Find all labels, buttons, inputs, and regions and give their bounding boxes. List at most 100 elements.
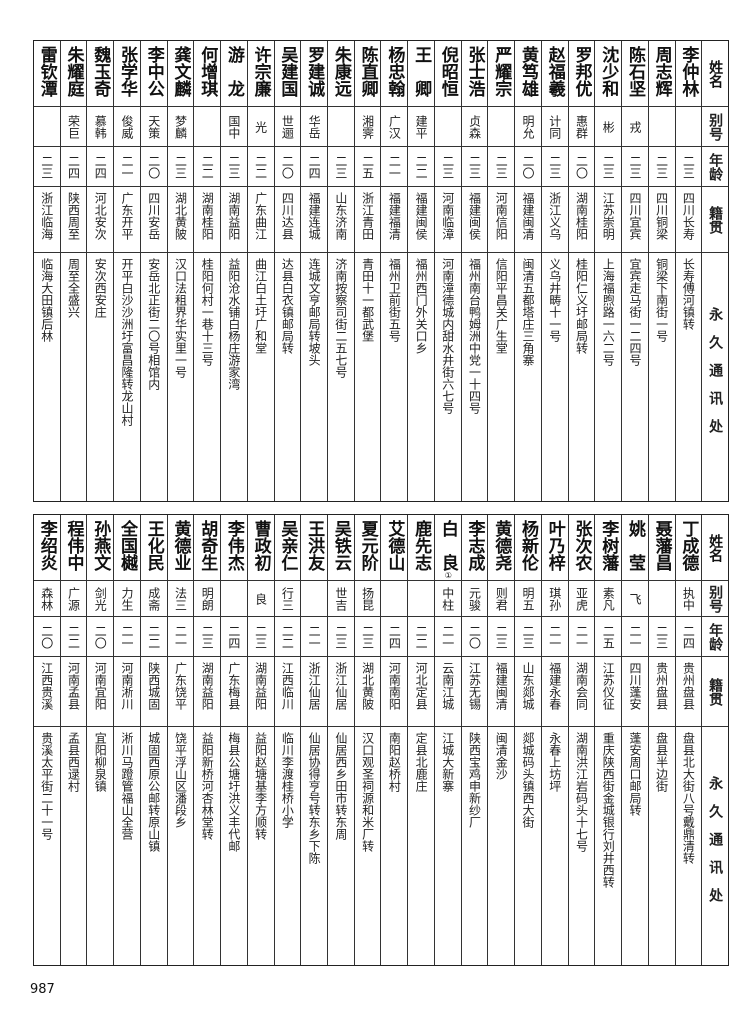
cell-addr: 福州西门外关口乡: [408, 253, 434, 501]
addr-text: 青田十一都武堡: [360, 258, 375, 342]
name-text: 丁成德: [678, 520, 699, 571]
cell-alias: 光: [247, 107, 274, 147]
cell-age: 二三: [434, 147, 461, 187]
cell-age: 二〇: [274, 147, 301, 187]
native-text: 贵州盘县: [681, 662, 696, 710]
age-text: 二三: [253, 624, 268, 649]
native-text: 福建永春: [547, 662, 562, 710]
cell-age: 二〇: [568, 147, 595, 187]
cell-age: 二四: [221, 617, 247, 657]
addr-text: 城固西原公邮转原山镇: [146, 732, 161, 852]
cell-name: 夏元阶: [354, 515, 381, 581]
cell-addr: 蓬安周口邮局转: [622, 727, 648, 965]
name-text: 何增琪: [197, 46, 218, 97]
cell-name: 张学华: [114, 41, 140, 107]
cell-native: 江苏无锡: [461, 657, 488, 727]
cell-name: 龚文麟: [167, 41, 194, 107]
cell-age: 二三: [488, 147, 515, 187]
cell-alias: 执中: [675, 581, 702, 617]
person-column: 王化民 成斋 二二 陕西城固 城固西原公邮转原山镇: [139, 515, 167, 965]
addr-text: 河南漳德城内甜水井街六七号: [440, 258, 455, 414]
cell-addr: 闽清五都塔庄三角寨: [515, 253, 541, 501]
cell-native: 四川长寿: [675, 187, 702, 253]
name-text: 李仲林: [678, 46, 699, 97]
addr-text: 益阳沧水铺白杨庄游家湾: [226, 258, 241, 390]
native-text: 湖北黄陂: [173, 192, 188, 240]
cell-addr: 盘县北大街八号戴鼎清转: [676, 727, 702, 965]
cell-addr: 青田十一都武堡: [355, 253, 381, 501]
person-column: 沈少和彬二三 江苏崇明 上海福煦路一六二号: [594, 41, 622, 501]
cell-alias: [408, 581, 434, 617]
cell-addr: 宜阳柳泉镇: [87, 727, 113, 965]
person-column: 杨新伦 明五 二三 山东郯城 郯城码头镇西大街: [514, 515, 541, 965]
age-text: 二二: [146, 624, 161, 649]
cell-alias: 良: [247, 581, 274, 617]
cell-age: 二三: [327, 147, 354, 187]
cell-alias: 国中: [221, 107, 247, 147]
header-name: 姓名: [702, 515, 728, 581]
name-text: 魏玉奇: [90, 46, 111, 97]
cell-alias: 扬昆: [354, 581, 381, 617]
name-text: 王化民: [143, 520, 164, 571]
cell-age: 二三: [167, 147, 194, 187]
native-text: 广东开平: [119, 192, 134, 240]
cell-addr: 益阳沧水铺白杨庄游家湾: [221, 253, 247, 501]
alias-text: 明五: [521, 586, 535, 611]
cell-name: 吴铁云: [327, 515, 354, 581]
cell-age: 二二: [274, 617, 301, 657]
native-text: 陕西周至: [66, 192, 81, 240]
person-column: 夏元阶 扬昆 二三 湖北黄陂 汉口观圣祠源和米厂转: [353, 515, 381, 965]
age-text: 二四: [226, 624, 241, 649]
cell-native: 贵州盘县: [675, 657, 702, 727]
alias-text: 天策: [146, 114, 161, 139]
cell-addr: 达县白衣镇邮局转: [275, 253, 301, 501]
native-text: 四川长寿: [681, 192, 696, 240]
cell-name: 沈少和: [595, 41, 622, 107]
addr-text: 益阳赵塘基李方顺转: [253, 732, 268, 840]
name-text: 杨新伦: [518, 520, 538, 571]
person-column: 程伟中 广源 二二 河南孟县 孟县西逯村: [59, 515, 87, 965]
native-text: 浙江青田: [360, 192, 375, 240]
age-text: 二二: [253, 154, 268, 179]
cell-name: 杨新伦: [515, 515, 541, 581]
cell-addr: 汉口观圣祠源和米厂转: [355, 727, 381, 965]
native-text: 浙江义乌: [547, 192, 562, 240]
native-text: 福建闽清: [521, 192, 535, 240]
person-column: 周志辉 二三 四川铜梁 铜梁下南街一号: [647, 41, 675, 501]
cell-addr: 福州南台鸭姆洲中党一十四号: [462, 253, 488, 501]
cell-name: 李仲林: [675, 41, 702, 107]
cell-age: 二四: [301, 147, 327, 187]
cell-native: 湖南桂阳: [568, 187, 595, 253]
age-text: 二一: [119, 624, 134, 649]
cell-alias: 则君: [488, 581, 515, 617]
person-column: 李树藩 素凡 二五 江苏仪征 重庆陕西街金城银行刘井西转: [594, 515, 622, 965]
native-text: 湖南桂阳: [574, 192, 589, 240]
cell-native: 湖南益阳: [221, 187, 247, 253]
alias-text: 华岳: [307, 114, 322, 139]
cell-name: 张士浩: [461, 41, 488, 107]
cell-name: 艾德山: [381, 515, 408, 581]
addr-text: 饶平浮山区潘段乡: [173, 732, 188, 828]
age-text: 二一: [547, 624, 562, 649]
cell-alias: 亚虎: [568, 581, 595, 617]
alias-text: 亚虎: [574, 586, 589, 611]
native-text: 四川铜梁: [654, 192, 669, 240]
cell-native: 福建福清: [381, 187, 408, 253]
age-text: 二三: [226, 154, 241, 179]
addr-text: 周至全盛兴: [66, 258, 81, 318]
cell-addr: 安岳北正街二〇号相馆内: [141, 253, 167, 501]
alias-text: 彬: [601, 120, 616, 133]
person-column: 魏玉奇 慕韩 二四 河北安次 安次西安庄: [86, 41, 114, 501]
age-text: 二四: [387, 624, 402, 649]
native-text: 浙江仙居: [307, 662, 322, 710]
cell-addr: 福州卫前街五号: [381, 253, 407, 501]
person-column: 陈直卿 湘霁 二五 浙江青田 青田十一都武堡: [353, 41, 381, 501]
age-text: 二二: [414, 624, 429, 649]
cell-native: 福建闽侯: [461, 187, 488, 253]
age-text: 二三: [521, 624, 535, 649]
person-column: 黄笃雄 明允 二〇 福建闽清 闽清五都塔庄三角寨: [514, 41, 541, 501]
name-text: 罗建诚: [304, 46, 325, 97]
age-text: 二五: [360, 154, 375, 179]
cell-native: 浙江青田: [354, 187, 381, 253]
